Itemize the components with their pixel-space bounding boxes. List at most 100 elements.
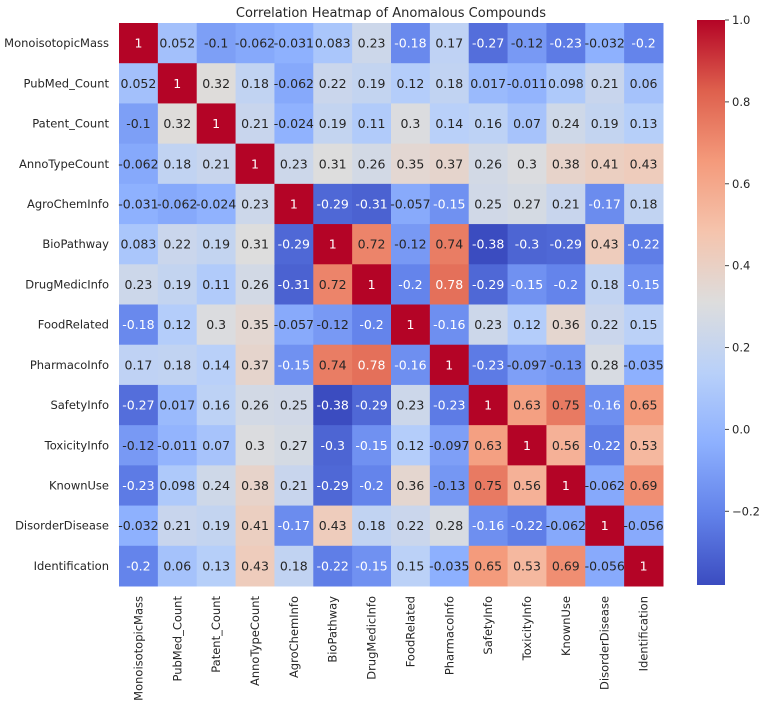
heatmap-cell — [429, 425, 470, 466]
cell-value-label: -0.38 — [317, 398, 349, 413]
heatmap-cell — [429, 103, 470, 145]
cell-value-label: 0.74 — [435, 237, 463, 252]
cell-value-label: 0.28 — [435, 518, 463, 533]
cell-value-label: 0.052 — [121, 76, 157, 91]
cell-value-label: 0.017 — [470, 76, 506, 91]
cell-value-label: 0.23 — [358, 36, 386, 51]
heatmap-cell — [274, 344, 314, 386]
cell-value-label: 0.12 — [163, 317, 191, 332]
heatmap-cell — [313, 224, 353, 265]
heatmap-cell — [429, 545, 470, 587]
cell-value-label: 0.16 — [474, 116, 502, 131]
cell-value-label: -0.29 — [317, 196, 349, 211]
cell-value-label: 1 — [601, 518, 609, 533]
cell-value-label: -0.035 — [429, 558, 469, 573]
cell-value-label: -0.035 — [623, 357, 663, 372]
heatmap-cell — [235, 224, 275, 265]
cell-value-label: -0.3 — [321, 438, 345, 453]
cell-value-label: 0.18 — [280, 558, 308, 573]
heatmap-cell — [624, 143, 664, 185]
cell-value-label: 0.65 — [630, 398, 658, 413]
heatmap-cell — [468, 103, 509, 145]
cell-value-label: 0.56 — [513, 478, 541, 493]
cell-value-label: 0.69 — [552, 558, 580, 573]
heatmap-cell — [391, 143, 431, 185]
cell-value-label: 0.21 — [591, 76, 619, 91]
y-tick-label: AnnoTypeCount — [19, 157, 110, 171]
heatmap-cell — [313, 304, 353, 346]
heatmap-cell — [313, 545, 353, 587]
heatmap-cell — [624, 264, 664, 305]
heatmap-cell — [468, 425, 509, 466]
heatmap-cell — [468, 224, 509, 265]
heatmap-cell — [507, 304, 547, 346]
heatmap-cell — [157, 23, 198, 64]
cell-value-label: 0.18 — [358, 518, 386, 533]
cell-value-label: 0.41 — [241, 518, 269, 533]
cell-value-label: 1 — [173, 76, 181, 91]
cell-value-label: -0.097 — [429, 438, 469, 453]
cell-value-label: 0.18 — [630, 196, 658, 211]
cell-value-label: 0.12 — [397, 438, 425, 453]
heatmap-cell — [391, 224, 431, 265]
cell-value-label: -0.16 — [433, 317, 465, 332]
heatmap-cell — [352, 545, 392, 587]
heatmap-cell — [274, 183, 314, 225]
heatmap-cell — [274, 304, 314, 346]
heatmap-cell — [235, 545, 275, 587]
cell-value-label: 1 — [329, 237, 337, 252]
heatmap-cell — [274, 384, 314, 426]
cell-value-label: 0.41 — [591, 156, 619, 171]
x-tick-label: SafetyInfo — [481, 596, 495, 655]
heatmap-cell — [429, 224, 470, 265]
heatmap-cell — [468, 384, 509, 426]
heatmap-cell — [196, 505, 237, 547]
y-tick-label: PharmacoInfo — [30, 358, 109, 372]
heatmap-cell — [507, 425, 547, 466]
cell-value-label: 0.23 — [280, 156, 308, 171]
cell-value-label: 0.35 — [241, 317, 269, 332]
heatmap-cell — [468, 143, 509, 185]
heatmap-cell — [196, 344, 237, 386]
heatmap-cell — [507, 63, 547, 104]
cell-value-label: 0.24 — [202, 478, 230, 493]
heatmap-cell — [157, 143, 198, 185]
heatmap-cell — [391, 505, 431, 547]
cell-value-label: 0.26 — [474, 156, 502, 171]
y-tick-label: DisorderDisease — [15, 519, 109, 533]
chart-title: Correlation Heatmap of Anomalous Compoun… — [236, 6, 546, 21]
cell-value-label: -0.22 — [317, 558, 349, 573]
cell-value-label: 0.28 — [591, 357, 619, 372]
cell-value-label: 0.052 — [159, 36, 195, 51]
cell-value-label: 0.69 — [630, 478, 658, 493]
cell-value-label: -0.13 — [433, 478, 465, 493]
cell-value-label: 0.18 — [591, 277, 619, 292]
cell-value-label: 0.18 — [435, 76, 463, 91]
colorbar-tick-label: 0.4 — [732, 259, 750, 273]
cell-value-label: -0.15 — [511, 277, 543, 292]
cell-value-label: -0.38 — [472, 237, 504, 252]
cell-value-label: 0.63 — [513, 398, 541, 413]
heatmap-cell — [624, 304, 664, 346]
cell-value-label: 0.16 — [202, 398, 230, 413]
heatmap-cell — [352, 224, 392, 265]
heatmap-cell — [274, 103, 314, 145]
heatmap-cell — [391, 264, 431, 305]
heatmap-cell — [157, 384, 198, 426]
heatmap-cell — [352, 505, 392, 547]
heatmap-cell — [274, 264, 314, 305]
y-tick-label: PubMed_Count — [23, 76, 109, 90]
heatmap-cell — [119, 505, 159, 547]
cell-value-label: -0.22 — [589, 438, 621, 453]
heatmap-cell — [313, 143, 353, 185]
cell-value-label: -0.23 — [122, 478, 154, 493]
cell-value-label: 0.06 — [630, 76, 658, 91]
heatmap-cell — [468, 465, 509, 507]
cell-value-label: 0.07 — [202, 438, 230, 453]
cell-value-label: 0.12 — [513, 317, 541, 332]
colorbar-tick-label: 0.2 — [732, 341, 750, 355]
cell-value-label: 0.15 — [397, 558, 425, 573]
heatmap-cell — [352, 103, 392, 145]
heatmap-cell — [624, 505, 664, 547]
heatmap-cell — [429, 63, 470, 104]
